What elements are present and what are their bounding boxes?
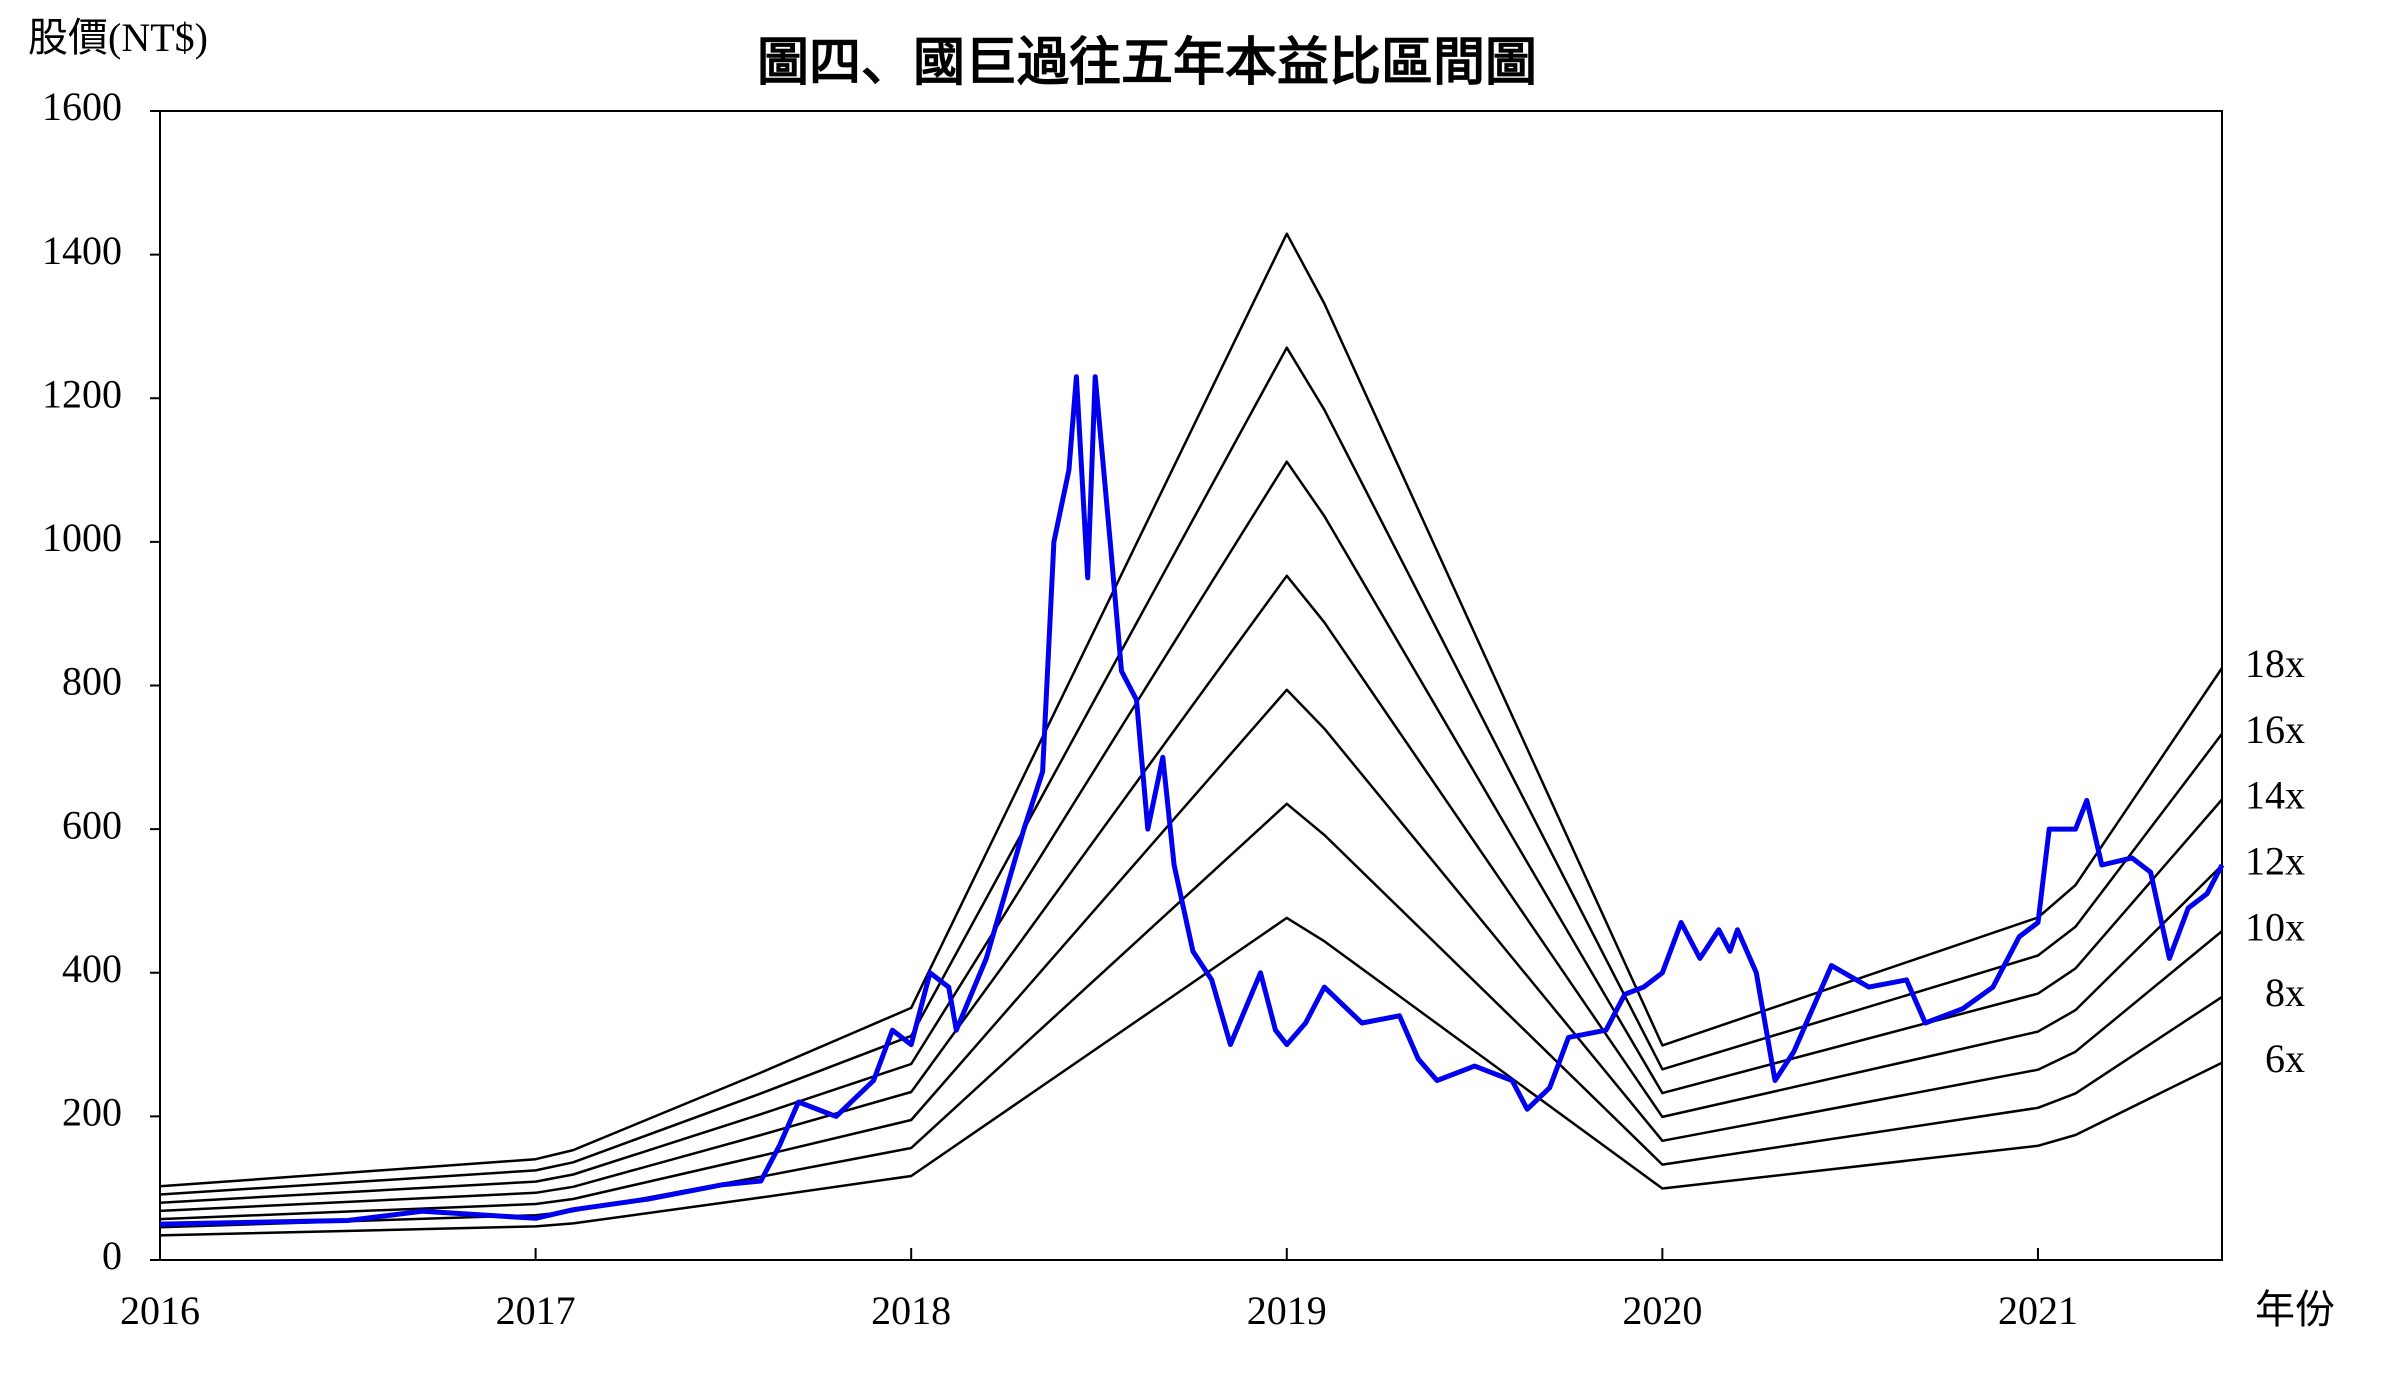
pe-band-line bbox=[159, 688, 2223, 1221]
band-label: 16x bbox=[2245, 707, 2305, 752]
y-tick-label: 1200 bbox=[42, 371, 122, 416]
chart-title: 圖四、國巨過往五年本益比區間圖 bbox=[757, 34, 1537, 92]
y-tick-label: 200 bbox=[62, 1090, 122, 1135]
pe-band-line bbox=[159, 916, 2223, 1237]
y-tick-label: 800 bbox=[62, 659, 122, 704]
x-tick-label: 2016 bbox=[120, 1288, 200, 1333]
price-line bbox=[159, 374, 2225, 1227]
y-tick-label: 400 bbox=[62, 946, 122, 991]
x-tick-label: 2018 bbox=[871, 1288, 951, 1333]
x-tick-label: 2020 bbox=[1622, 1288, 1702, 1333]
y-tick-label: 0 bbox=[102, 1233, 122, 1278]
x-tick-label: 2019 bbox=[1247, 1288, 1327, 1333]
band-label: 14x bbox=[2245, 773, 2305, 818]
pe-band-line bbox=[159, 574, 2223, 1213]
plot-frame bbox=[159, 110, 2223, 1261]
band-label: 6x bbox=[2265, 1036, 2305, 1081]
band-label: 18x bbox=[2245, 641, 2305, 686]
y-tick-label: 1000 bbox=[42, 515, 122, 560]
band-label: 8x bbox=[2265, 970, 2305, 1015]
y-tick-label: 1600 bbox=[42, 84, 122, 129]
band-label: 12x bbox=[2245, 838, 2305, 883]
pe-band-line bbox=[159, 346, 2223, 1196]
y-tick-label: 1400 bbox=[42, 228, 122, 273]
pe-band-line bbox=[159, 232, 2224, 1188]
band-label: 10x bbox=[2245, 904, 2305, 949]
x-axis-label: 年份 bbox=[2255, 1287, 2335, 1332]
pe-band-line bbox=[159, 460, 2223, 1204]
x-tick-label: 2021 bbox=[1998, 1288, 2078, 1333]
x-tick-label: 2017 bbox=[496, 1288, 576, 1333]
y-tick-label: 600 bbox=[62, 802, 122, 847]
y-axis-label: 股價(NT$) bbox=[28, 15, 208, 60]
